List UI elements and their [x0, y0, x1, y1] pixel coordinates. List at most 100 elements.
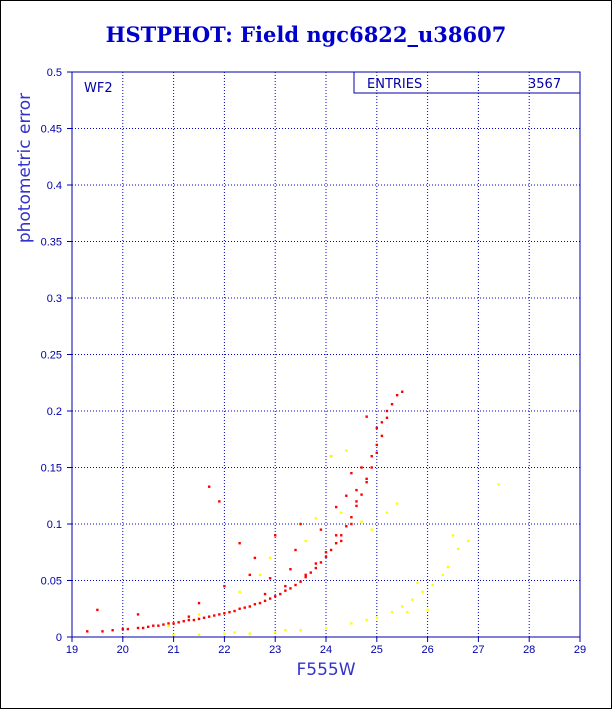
- y-tick-label: 0.3: [47, 293, 62, 305]
- y-tick-label: 0: [56, 632, 62, 644]
- red-data-point: [350, 522, 353, 526]
- yellow-data-point: [401, 605, 404, 608]
- y-tick-label: 0.4: [47, 180, 62, 192]
- yellow-data-point: [390, 610, 394, 614]
- red-data-point: [390, 403, 394, 406]
- red-data-point: [365, 477, 368, 480]
- x-tick-label: 29: [574, 644, 586, 656]
- red-data-point: [192, 618, 196, 622]
- yellow-data-point: [497, 483, 500, 486]
- red-data-point: [218, 613, 221, 616]
- x-tick-label: 28: [523, 644, 535, 656]
- x-tick-label: 27: [472, 644, 484, 656]
- yellow-data-point: [467, 539, 470, 543]
- red-data-point: [340, 534, 343, 537]
- yellow-data-point: [365, 618, 368, 622]
- y-tick-label: 0.15: [41, 463, 62, 475]
- red-data-point: [370, 466, 373, 469]
- stats-value: 3567: [528, 77, 561, 92]
- red-data-point: [365, 415, 368, 418]
- x-tick-label: 20: [117, 644, 129, 656]
- yellow-data-point: [314, 517, 318, 520]
- yellow-data-point: [233, 631, 236, 634]
- red-data-point: [355, 504, 358, 508]
- red-data-point: [157, 624, 160, 627]
- red-data-point: [375, 443, 378, 447]
- yellow-data-point: [274, 631, 277, 634]
- red-data-point: [294, 583, 297, 587]
- red-data-point: [182, 619, 185, 623]
- yellow-data-point: [304, 539, 307, 543]
- red-data-point: [126, 627, 130, 631]
- red-data-point: [274, 595, 277, 598]
- red-data-point: [375, 426, 378, 430]
- red-data-point: [385, 416, 389, 419]
- red-data-point: [253, 556, 257, 560]
- red-data-point: [263, 592, 267, 596]
- red-data-point: [329, 548, 333, 552]
- x-tick-label: 19: [66, 644, 78, 656]
- red-data-point: [162, 623, 165, 626]
- red-data-point: [101, 630, 104, 633]
- red-data-point: [350, 471, 353, 475]
- yellow-data-point: [258, 573, 262, 577]
- red-data-point: [223, 612, 226, 615]
- yellow-data-point: [197, 613, 201, 616]
- red-data-point: [243, 606, 246, 609]
- red-data-point: [284, 589, 287, 592]
- y-tick-label: 0.1: [47, 519, 62, 531]
- yellow-data-point: [238, 590, 241, 593]
- red-data-point: [218, 500, 221, 503]
- x-axis-label: F555W: [296, 660, 355, 680]
- red-data-point: [395, 393, 399, 397]
- red-data-point: [284, 584, 287, 588]
- yellow-data-point: [329, 455, 333, 458]
- red-data-point: [365, 480, 368, 484]
- axis-ticks: 19 20 21 22 23 24 25 26 27 28 29 0 0.05 0.1 0.15 0.2 0.2…: [41, 67, 587, 656]
- yellow-data-point: [284, 629, 287, 632]
- red-data-point: [360, 493, 363, 496]
- red-data-point: [136, 613, 140, 616]
- panel-label: WF2: [84, 81, 113, 96]
- red-data-point: [334, 534, 338, 537]
- red-data-point: [167, 622, 170, 625]
- red-data-point: [121, 627, 124, 631]
- y-tick-label: 0.2: [47, 406, 62, 418]
- grid-lines: [72, 72, 580, 637]
- y-tick-label: 0.25: [41, 350, 62, 362]
- red-data-point: [233, 609, 236, 613]
- yellow-data-point: [375, 616, 378, 619]
- red-data-point: [314, 562, 318, 565]
- red-data-point: [86, 630, 89, 633]
- y-tick-label: 0.05: [41, 576, 62, 588]
- yellow-data-point: [416, 581, 419, 584]
- yellow-data-point: [167, 624, 170, 627]
- red-data-point: [141, 626, 145, 630]
- red-data-point: [355, 500, 358, 503]
- red-data-point: [314, 566, 318, 570]
- x-tick-label: 24: [320, 644, 332, 656]
- red-data-point: [360, 466, 363, 469]
- red-data-point: [202, 616, 206, 619]
- yellow-data-point: [172, 633, 175, 636]
- red-data-point: [172, 622, 175, 625]
- red-data-point: [304, 573, 307, 577]
- red-data-point: [324, 555, 328, 558]
- red-data-point: [319, 528, 323, 531]
- red-data-point: [345, 525, 348, 528]
- yellow-data-point: [299, 629, 302, 632]
- yellow-data-point: [411, 598, 414, 601]
- red-data-point: [279, 592, 282, 596]
- red-data-point: [147, 625, 150, 629]
- red-data-point: [294, 548, 297, 552]
- red-data-point: [238, 607, 241, 610]
- yellow-data-point: [441, 573, 445, 577]
- red-data-point: [268, 597, 272, 600]
- yellow-data-point: [395, 502, 399, 505]
- yellow-data-point: [197, 633, 201, 636]
- red-data-point: [197, 617, 201, 621]
- x-tick-label: 21: [167, 644, 179, 656]
- x-tick-label: 25: [371, 644, 383, 656]
- red-data-point: [380, 434, 384, 438]
- red-data-point: [258, 601, 262, 605]
